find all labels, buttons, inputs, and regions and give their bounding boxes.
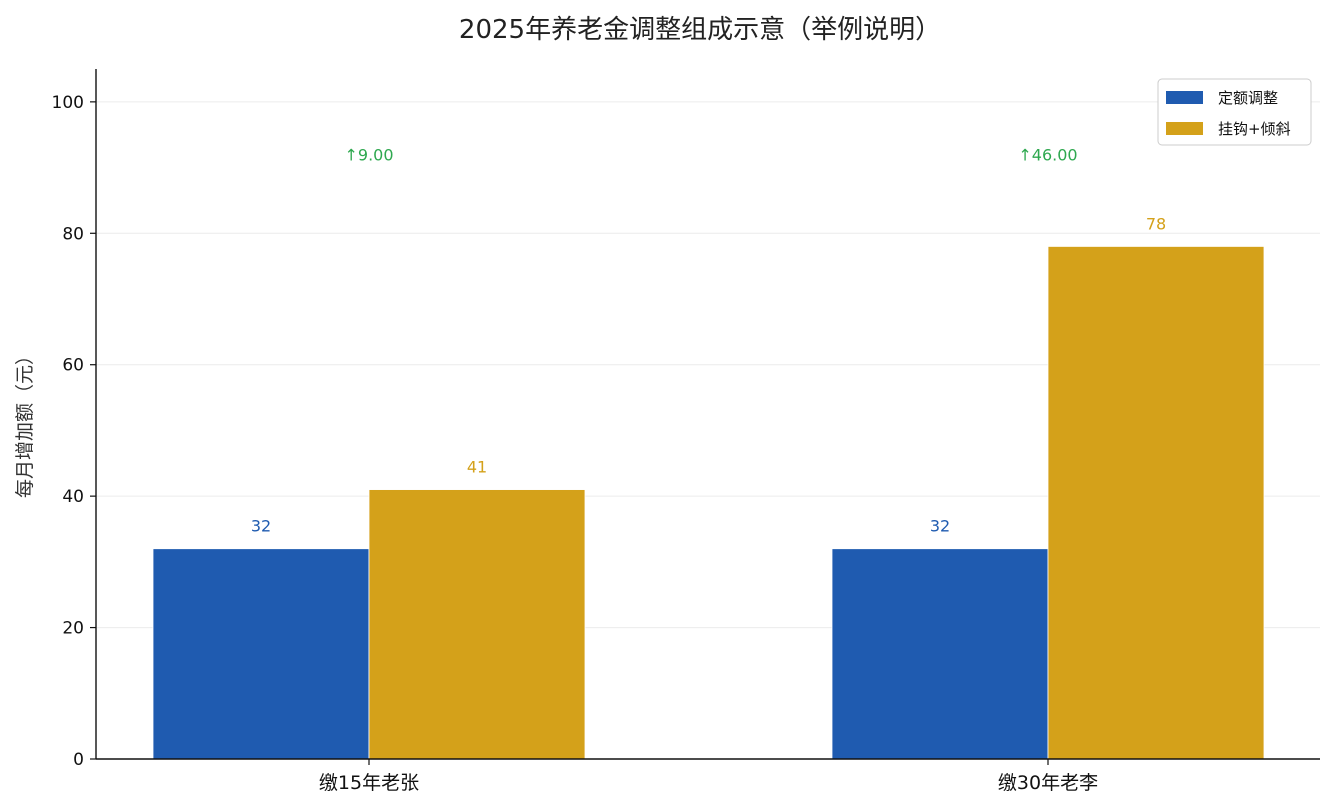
data-label: 32 (251, 517, 271, 536)
legend-swatch (1166, 91, 1203, 104)
y-tick-label: 100 (52, 93, 84, 113)
legend-label: 定额调整 (1218, 89, 1278, 107)
data-labels: 32 41 ↑9.00 32 78 ↑46.00 (251, 145, 1166, 535)
y-tick-label: 60 (62, 356, 84, 376)
x-tick-label: 缴30年老李 (998, 772, 1098, 794)
y-axis-label: 每月增加额（元） (14, 346, 36, 498)
legend-swatch (1166, 122, 1203, 135)
y-tick-label: 80 (62, 224, 84, 244)
difference-annotation: ↑46.00 (1018, 145, 1077, 164)
data-label: 78 (1146, 214, 1166, 233)
bar (368, 489, 586, 760)
axes: 0 20 40 60 80 100 缴15年老张 缴30年老李 (52, 69, 1320, 794)
y-tick-label: 0 (73, 750, 84, 770)
y-tick-label: 20 (62, 619, 84, 639)
chart-title: 2025年养老金调整组成示意（举例说明） (459, 15, 941, 45)
difference-annotation: ↑9.00 (344, 145, 393, 164)
data-label: 41 (467, 458, 487, 477)
y-tick-label: 40 (62, 487, 84, 507)
bar (152, 548, 370, 760)
x-tick-label: 缴15年老张 (319, 772, 419, 794)
bar (1047, 246, 1265, 760)
bar (831, 548, 1049, 760)
bars (152, 246, 1265, 760)
legend-label: 挂钩+倾斜 (1218, 120, 1291, 138)
data-label: 32 (930, 517, 950, 536)
